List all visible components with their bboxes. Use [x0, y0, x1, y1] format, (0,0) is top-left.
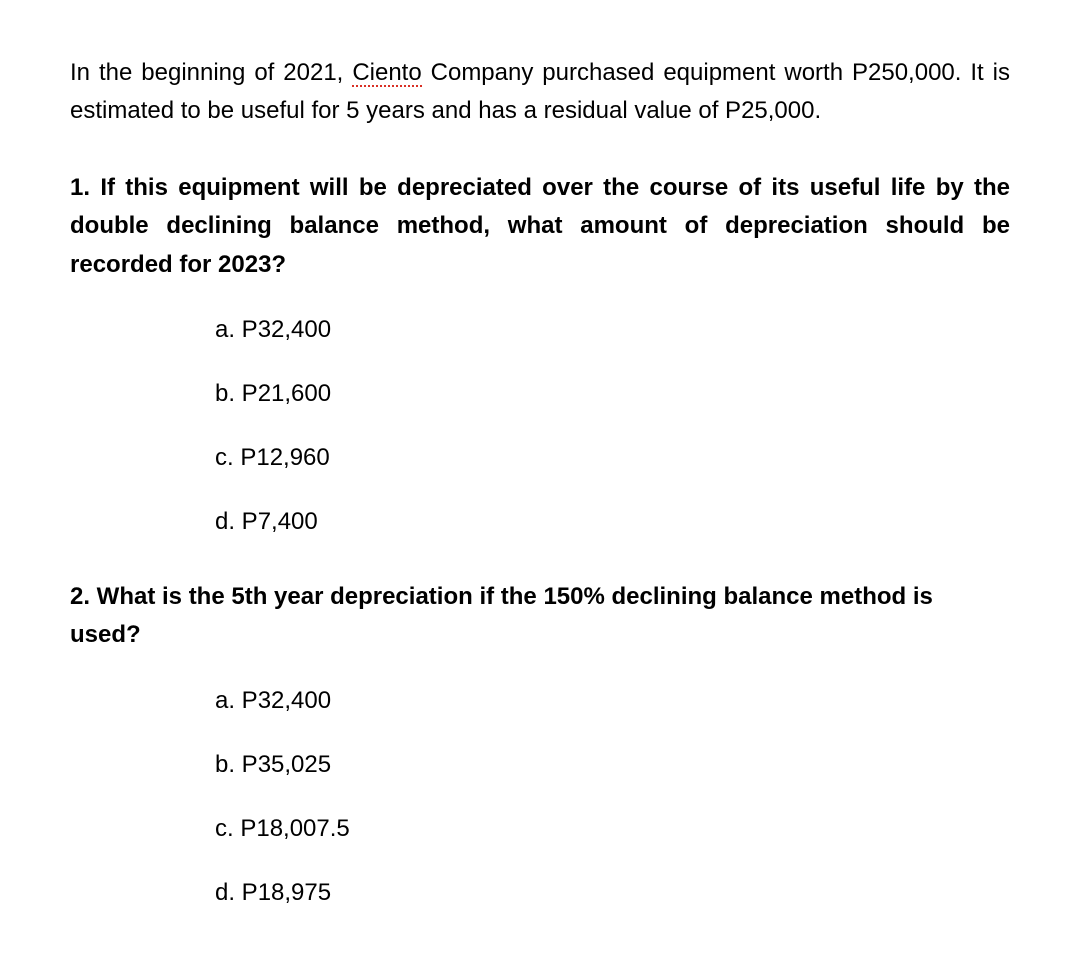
option-1c: c. P12,960 [215, 440, 1010, 476]
option-1d: d. P7,400 [215, 504, 1010, 540]
intro-paragraph: In the beginning of 2021, Ciento Company… [70, 54, 1010, 131]
spellcheck-word: Ciento [352, 61, 421, 87]
question-2-options: a. P32,400 b. P35,025 c. P18,007.5 d. P1… [70, 683, 1010, 911]
option-2a: a. P32,400 [215, 683, 1010, 719]
option-2b: b. P35,025 [215, 747, 1010, 783]
option-2d: d. P18,975 [215, 875, 1010, 911]
question-1-options: a. P32,400 b. P21,600 c. P12,960 d. P7,4… [70, 312, 1010, 540]
option-1a: a. P32,400 [215, 312, 1010, 348]
intro-text-part1: In the beginning of 2021, [70, 59, 352, 86]
question-1-prompt: 1. If this equipment will be depreciated… [70, 169, 1010, 284]
document-page: In the beginning of 2021, Ciento Company… [0, 0, 1080, 979]
option-2c: c. P18,007.5 [215, 811, 1010, 847]
question-2-prompt: 2. What is the 5th year depreciation if … [70, 578, 1010, 655]
option-1b: b. P21,600 [215, 376, 1010, 412]
